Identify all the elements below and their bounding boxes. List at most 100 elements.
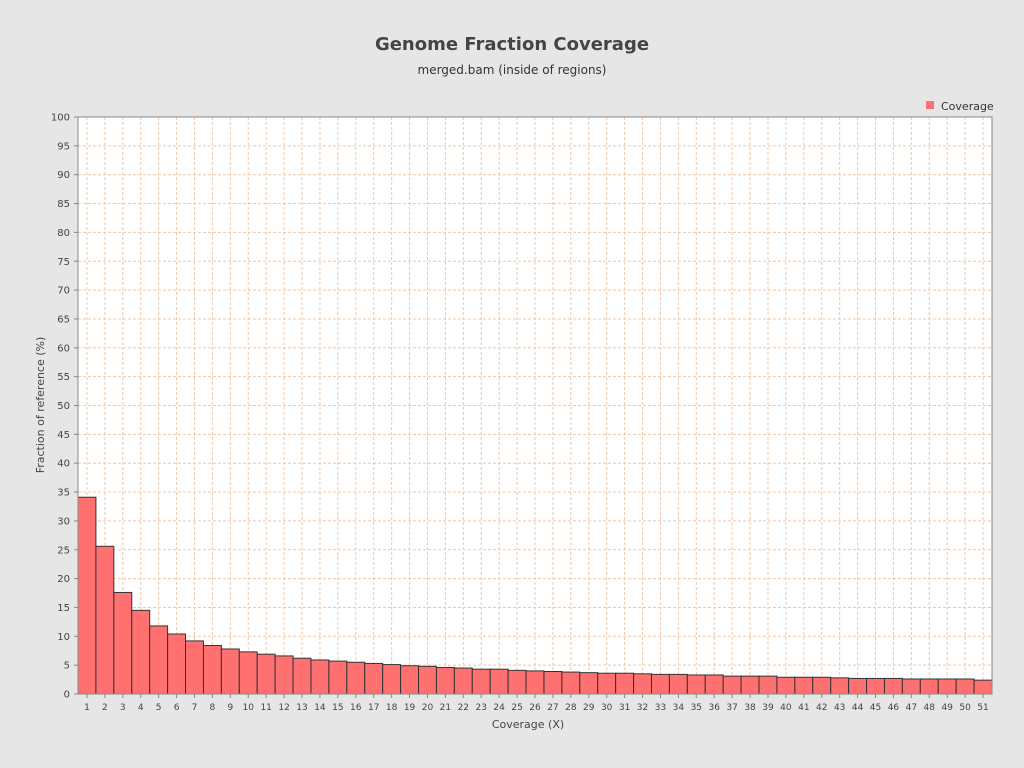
x-tick-label: 1 xyxy=(84,703,90,713)
bar xyxy=(471,668,491,695)
bar xyxy=(883,677,903,695)
bar xyxy=(364,662,384,695)
bar xyxy=(650,673,670,695)
x-tick-label: 31 xyxy=(619,703,630,713)
bar xyxy=(202,645,222,695)
x-tick-label: 27 xyxy=(547,703,558,713)
y-tick-label: 25 xyxy=(57,545,70,556)
x-tick-label: 2 xyxy=(102,703,108,713)
y-tick-label: 50 xyxy=(57,401,70,412)
bar xyxy=(113,591,133,695)
x-tick-label: 14 xyxy=(314,703,326,713)
x-tick-label: 4 xyxy=(138,703,144,713)
x-tick-label: 29 xyxy=(583,703,595,713)
x-tick-label: 38 xyxy=(744,703,756,713)
y-tick-label: 90 xyxy=(57,170,70,181)
bar xyxy=(812,676,832,695)
y-axis-label: Fraction of reference (%) xyxy=(34,337,47,474)
x-tick-label: 36 xyxy=(708,703,720,713)
x-tick-label: 49 xyxy=(941,703,953,713)
x-tick-label: 5 xyxy=(156,703,162,713)
bar xyxy=(937,678,957,695)
bar xyxy=(328,660,348,695)
x-tick-label: 24 xyxy=(493,703,505,713)
x-tick-label: 32 xyxy=(637,703,648,713)
bar xyxy=(489,668,509,695)
x-tick-label: 3 xyxy=(120,703,126,713)
x-tick-label: 51 xyxy=(977,703,988,713)
legend-label: Coverage xyxy=(941,100,994,113)
x-tick-label: 7 xyxy=(192,703,198,713)
bar xyxy=(346,661,366,695)
y-tick-label: 95 xyxy=(57,141,70,152)
bar xyxy=(830,677,850,695)
x-tick-label: 40 xyxy=(780,703,792,713)
bar xyxy=(453,667,473,695)
x-tick-label: 37 xyxy=(726,703,737,713)
y-axis-ticks: 0 5 10 15 20 25 30 35 40 45 50 55 60 65 70 75 80 85 90 95 10… xyxy=(51,113,78,701)
legend-swatch xyxy=(926,101,934,109)
bar xyxy=(579,672,599,695)
bar xyxy=(543,670,563,695)
bar xyxy=(435,666,455,695)
x-tick-label: 11 xyxy=(260,703,271,713)
x-tick-label: 39 xyxy=(762,703,774,713)
x-tick-label: 50 xyxy=(959,703,971,713)
x-tick-label: 28 xyxy=(565,703,577,713)
legend: Coverage xyxy=(926,100,994,113)
bar xyxy=(185,640,204,695)
x-axis-ticks: 1 2 3 4 5 6 7 8 9 10 11 12 13 14 15 16 17 18 19 20 21 22 23 24 2… xyxy=(84,694,989,713)
bar xyxy=(615,672,635,695)
bar xyxy=(758,675,778,695)
bar xyxy=(400,665,420,695)
bar xyxy=(525,670,545,695)
bar xyxy=(77,496,97,695)
bar xyxy=(220,648,240,695)
bar xyxy=(418,665,437,695)
x-tick-label: 26 xyxy=(529,703,541,713)
x-tick-label: 12 xyxy=(278,703,289,713)
y-tick-label: 55 xyxy=(57,372,70,383)
chart-subtitle: merged.bam (inside of regions) xyxy=(418,63,607,77)
y-tick-label: 65 xyxy=(57,314,70,325)
x-tick-label: 33 xyxy=(655,703,666,713)
bar xyxy=(274,655,294,695)
bar xyxy=(507,669,527,695)
bar xyxy=(597,672,617,695)
x-tick-label: 30 xyxy=(601,703,613,713)
y-tick-label: 60 xyxy=(57,343,70,354)
x-tick-label: 20 xyxy=(422,703,434,713)
x-tick-label: 17 xyxy=(368,703,379,713)
bar xyxy=(149,625,169,695)
bar xyxy=(704,674,724,695)
y-tick-label: 0 xyxy=(64,690,70,701)
x-tick-label: 13 xyxy=(296,703,307,713)
x-tick-label: 23 xyxy=(476,703,487,713)
x-tick-label: 25 xyxy=(511,703,522,713)
x-tick-label: 18 xyxy=(386,703,398,713)
x-tick-label: 15 xyxy=(332,703,343,713)
bar xyxy=(686,674,706,695)
y-tick-label: 45 xyxy=(57,430,70,441)
bar xyxy=(973,679,993,695)
bar xyxy=(776,676,796,695)
bar xyxy=(955,678,975,695)
x-tick-label: 46 xyxy=(888,703,900,713)
y-tick-label: 70 xyxy=(57,286,70,297)
x-tick-label: 47 xyxy=(906,703,917,713)
x-tick-label: 22 xyxy=(458,703,469,713)
bar xyxy=(668,673,688,695)
bar xyxy=(256,653,276,695)
bar xyxy=(722,675,742,695)
y-tick-label: 75 xyxy=(57,257,70,268)
x-tick-label: 8 xyxy=(210,703,216,713)
x-tick-label: 48 xyxy=(924,703,936,713)
y-tick-label: 85 xyxy=(57,199,70,210)
bar xyxy=(866,677,885,695)
x-axis-label: Coverage (X) xyxy=(492,718,564,731)
y-tick-label: 10 xyxy=(57,632,70,643)
x-tick-label: 9 xyxy=(227,703,233,713)
bar xyxy=(310,659,330,695)
